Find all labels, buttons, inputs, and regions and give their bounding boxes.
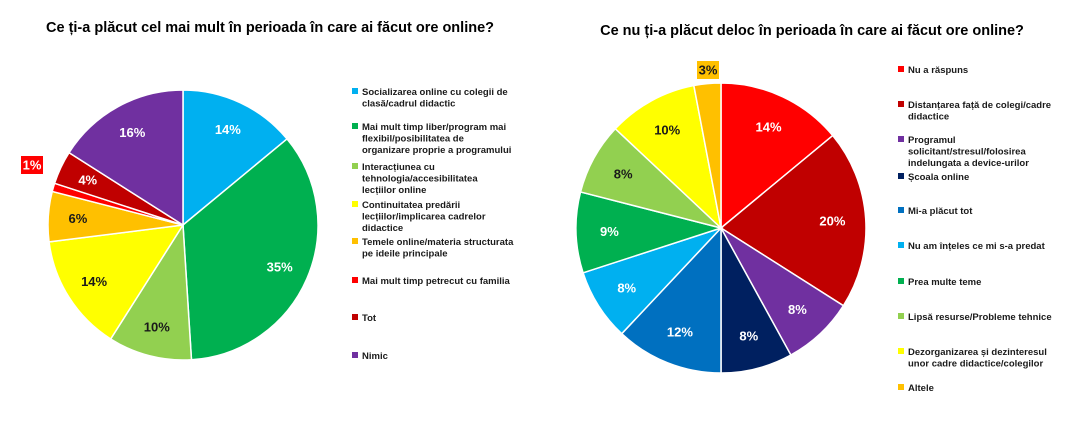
legend-item: Continuitatea predării lecțiilor/implicar…	[352, 200, 486, 234]
legend-item: Prea multe teme	[898, 277, 981, 288]
legend-label: Mai mult timp petrecut cu familia	[362, 276, 511, 287]
legend-label: Programul solicitant/stresul/folosirea ind…	[908, 135, 1029, 169]
value-label: 16%	[119, 125, 145, 140]
pie-slice	[575, 191, 724, 274]
value-label: 14%	[81, 274, 107, 289]
value-label: 10%	[144, 319, 170, 334]
legend-item: Mai mult timp liber/program mai flexibil/…	[352, 122, 511, 156]
legend-swatch	[898, 136, 904, 142]
legend-swatch	[352, 201, 358, 207]
pie-slice	[692, 82, 722, 229]
pie-slice	[67, 89, 184, 227]
pie-slice	[620, 226, 722, 374]
legend-label: Nu a răspuns	[908, 65, 968, 76]
value-label: 8%	[614, 167, 633, 182]
value-label: 8%	[739, 329, 758, 344]
legend-label: Interacțiunea cu tehnologia/accesibilitat…	[362, 162, 478, 196]
legend-swatch	[352, 163, 358, 169]
chart-1-title: Ce ți-a plăcut cel mai mult în perioada …	[46, 20, 494, 36]
legend-label: Tot	[362, 313, 377, 324]
value-label: 10%	[654, 123, 680, 138]
value-label: 1%	[23, 158, 42, 173]
legend-label: Dezorganizarea și dezinteresul unor cadre…	[908, 347, 1047, 370]
legend-label: Temele online/materia structurata pe idei…	[362, 237, 514, 260]
value-label: 3%	[699, 63, 718, 78]
pie-slice	[109, 222, 193, 361]
legend-label: Școala online	[908, 172, 969, 183]
value-label: 6%	[69, 211, 88, 226]
legend-swatch	[898, 313, 904, 319]
legend-item: Nu am înțeles ce mi s-a predat	[898, 241, 1046, 252]
value-label: 8%	[617, 280, 636, 295]
legend-swatch	[898, 66, 904, 72]
legend-item: Distanțarea față de colegi/cadre didactic…	[898, 100, 1051, 123]
legend-item: Nu a răspuns	[898, 65, 968, 76]
legend-swatch	[898, 384, 904, 390]
pie-slice	[720, 82, 834, 230]
legend-item: Programul solicitant/stresul/folosirea ind…	[898, 135, 1029, 169]
legend-item: Interacțiunea cu tehnologia/accesibilitat…	[352, 162, 478, 196]
legend-item: Mi-a plăcut tot	[898, 206, 973, 217]
legend-swatch	[352, 88, 358, 94]
legend-swatch	[352, 123, 358, 129]
legend-label: Lipsă resurse/Probleme tehnice	[908, 312, 1052, 323]
legend-item: Nimic	[352, 351, 388, 362]
legend-swatch	[898, 348, 904, 354]
legend-label: Altele	[908, 383, 934, 394]
value-label: 14%	[756, 119, 782, 134]
value-label: 20%	[819, 213, 845, 228]
value-label: 4%	[78, 173, 97, 188]
legend-item: Socializarea online cu colegii de clasă/c…	[352, 87, 508, 110]
legend-item: Lipsă resurse/Probleme tehnice	[898, 312, 1052, 323]
legend-label: Mai mult timp liber/program mai flexibil/…	[362, 122, 511, 156]
value-label-box	[21, 156, 43, 174]
legend-item: Dezorganizarea și dezinteresul unor cadre…	[898, 347, 1047, 370]
pie-slice	[182, 137, 319, 361]
value-label: 8%	[788, 302, 807, 317]
legend-item: Mai mult timp petrecut cu familia	[352, 276, 511, 287]
legend-label: Prea multe teme	[908, 277, 981, 288]
chart-2-legend: Nu a răspuns Distanțarea față de colegi/c…	[898, 65, 1052, 394]
pie-slice	[48, 224, 185, 341]
legend-label: Continuitatea predării lecțiilor/implicar…	[362, 200, 486, 234]
legend-label: Nu am înțeles ce mi s-a predat	[908, 241, 1046, 252]
pie-slice	[719, 134, 867, 307]
legend-item: Tot	[352, 313, 377, 324]
chart-2-pie: 14% 20% 8% 8% 12% 8% 9% 8% 10% 3%	[575, 61, 867, 374]
legend-swatch	[898, 207, 904, 213]
legend-label: Mi-a plăcut tot	[908, 206, 973, 217]
chart-2-title: Ce nu ți-a plăcut deloc în perioada în c…	[600, 23, 1024, 39]
legend-item: Școala online	[898, 172, 969, 183]
value-label: 35%	[267, 259, 293, 274]
legend-swatch	[352, 352, 358, 358]
value-label: 9%	[600, 224, 619, 239]
legend-item: Altele	[898, 383, 934, 394]
legend-swatch	[898, 101, 904, 107]
legend-label: Distanțarea față de colegi/cadre didactic…	[908, 100, 1051, 123]
chart-1-legend: Socializarea online cu colegii de clasă/c…	[352, 87, 514, 362]
legend-label: Socializarea online cu colegii de clasă/c…	[362, 87, 508, 110]
legend-swatch	[352, 238, 358, 244]
chart-1-pie: 14% 35% 10% 14% 6% 1% 4% 16%	[21, 89, 319, 361]
value-label-box	[697, 61, 719, 79]
legend-swatch	[898, 242, 904, 248]
pie-slice	[182, 89, 289, 227]
legend-item: Temele online/materia structurata pe idei…	[352, 237, 514, 260]
legend-swatch	[898, 173, 904, 179]
value-label: 14%	[215, 122, 241, 137]
legend-swatch	[898, 278, 904, 284]
pie-slice	[614, 84, 723, 231]
value-label: 12%	[667, 324, 693, 339]
legend-swatch	[352, 314, 358, 320]
legend-label: Nimic	[362, 351, 388, 362]
legend-swatch	[352, 277, 358, 283]
